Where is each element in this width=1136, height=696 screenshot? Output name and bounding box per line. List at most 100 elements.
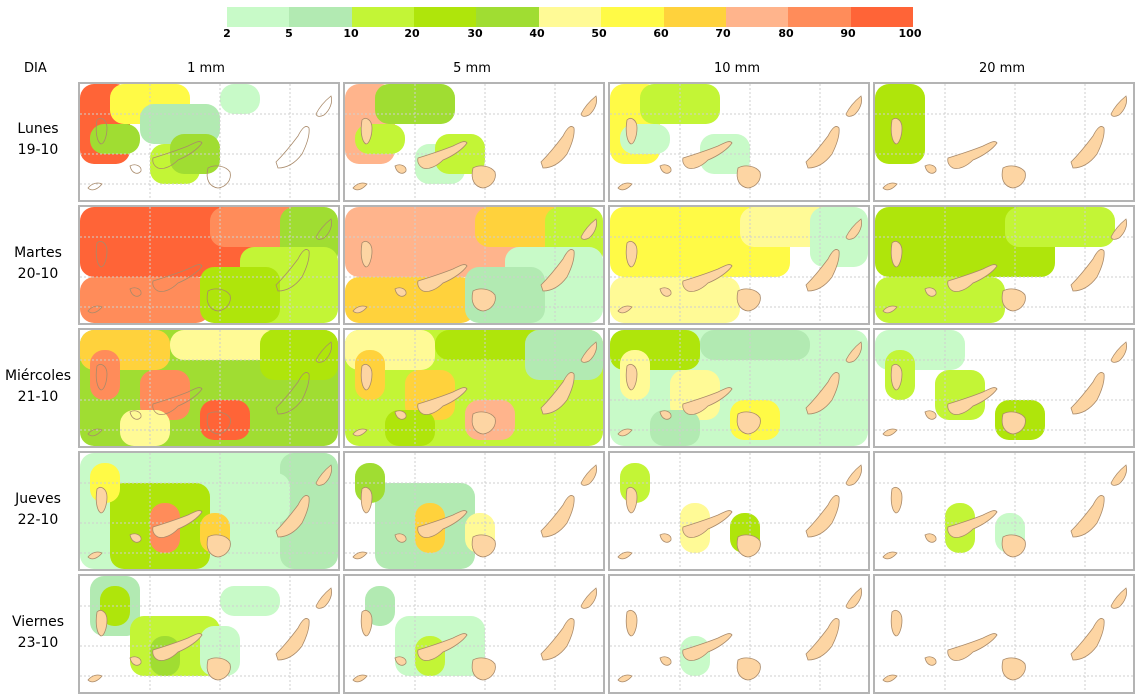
island-gran-canaria	[471, 657, 496, 681]
probability-area	[525, 330, 603, 380]
probability-area	[610, 277, 740, 323]
probability-area	[220, 84, 260, 114]
forecast-map-panel	[343, 574, 605, 694]
island-la-palma	[890, 364, 903, 391]
probability-color-scale	[227, 7, 913, 27]
island-la-palma	[95, 487, 108, 514]
day-name: Martes	[14, 245, 62, 261]
map-svg	[610, 207, 868, 323]
island-la-gomera	[129, 164, 142, 174]
map-svg	[610, 330, 868, 446]
island-fuerteventura	[1070, 372, 1105, 415]
island-tenerife	[152, 264, 203, 292]
island-gran-canaria	[206, 411, 231, 435]
island-el-hierro	[882, 674, 898, 683]
island-lanzarote	[1110, 341, 1127, 363]
island-gran-canaria	[736, 657, 761, 681]
island-la-gomera	[394, 656, 407, 666]
island-la-palma	[890, 487, 903, 514]
island-gran-canaria	[1001, 411, 1026, 435]
island-la-gomera	[129, 533, 142, 543]
island-el-hierro	[617, 674, 633, 683]
island-lanzarote	[315, 95, 332, 117]
map-svg	[80, 207, 338, 323]
forecast-map-panel	[343, 82, 605, 202]
island-lanzarote	[315, 464, 332, 486]
island-la-gomera	[924, 164, 937, 174]
island-lanzarote	[1110, 95, 1127, 117]
island-el-hierro	[617, 428, 633, 437]
island-gran-canaria	[471, 411, 496, 435]
island-lanzarote	[845, 95, 862, 117]
color-scale-swatch	[414, 7, 477, 27]
island-la-palma	[890, 610, 903, 637]
island-tenerife	[682, 141, 733, 169]
row-label-jueves: Jueves 22-10	[0, 489, 76, 531]
island-gran-canaria	[471, 165, 496, 189]
island-gran-canaria	[1001, 165, 1026, 189]
island-fuerteventura	[540, 249, 575, 292]
probability-area	[700, 330, 810, 360]
probability-area	[435, 330, 545, 360]
island-fuerteventura	[805, 126, 840, 169]
island-la-gomera	[394, 533, 407, 543]
island-fuerteventura	[1070, 618, 1105, 661]
probability-area	[120, 410, 170, 446]
forecast-map-panel	[343, 205, 605, 325]
forecast-map-panel	[873, 328, 1135, 448]
forecast-map-panel	[608, 574, 870, 694]
color-scale-tick: 20	[404, 27, 420, 40]
day-name: Viernes	[11, 614, 65, 630]
island-tenerife	[152, 510, 203, 538]
map-svg	[610, 576, 868, 692]
island-fuerteventura	[275, 249, 310, 292]
color-scale-tick: 2	[223, 27, 231, 40]
island-gran-canaria	[736, 288, 761, 312]
color-scale-tick: 40	[529, 27, 545, 40]
probability-area	[700, 134, 750, 174]
color-scale-swatch	[351, 7, 415, 27]
forecast-map-panel	[873, 205, 1135, 325]
forecast-map-panel	[78, 82, 340, 202]
island-gran-canaria	[206, 534, 231, 558]
island-la-gomera	[924, 287, 937, 297]
day-date: 22-10	[17, 512, 59, 528]
color-scale-tick: 90	[840, 27, 856, 40]
island-el-hierro	[882, 551, 898, 560]
column-header-10mm: 10 mm	[713, 61, 760, 76]
map-svg	[80, 453, 338, 569]
island-la-gomera	[394, 164, 407, 174]
island-gran-canaria	[471, 288, 496, 312]
island-la-gomera	[659, 287, 672, 297]
island-tenerife	[417, 141, 468, 169]
day-date: 23-10	[17, 635, 59, 651]
probability-area	[650, 410, 700, 446]
island-la-palma	[890, 118, 903, 145]
island-tenerife	[152, 141, 203, 169]
island-lanzarote	[1110, 464, 1127, 486]
island-la-gomera	[129, 410, 142, 420]
map-svg	[345, 84, 603, 200]
island-lanzarote	[845, 587, 862, 609]
probability-area	[90, 124, 140, 154]
island-el-hierro	[882, 305, 898, 314]
day-name: Lunes	[17, 121, 59, 137]
island-gran-canaria	[1001, 534, 1026, 558]
color-scale-swatch	[476, 7, 539, 27]
island-fuerteventura	[275, 372, 310, 415]
row-label-martes: Martes 20-10	[0, 243, 76, 285]
island-la-palma	[95, 364, 108, 391]
color-scale-swatch	[289, 7, 352, 27]
island-la-palma	[360, 610, 373, 637]
island-fuerteventura	[540, 618, 575, 661]
probability-area	[100, 586, 130, 626]
column-header-20mm: 20 mm	[978, 61, 1025, 76]
island-la-palma	[360, 241, 373, 268]
island-tenerife	[947, 510, 998, 538]
island-tenerife	[417, 387, 468, 415]
probability-area	[345, 277, 475, 323]
map-svg	[80, 84, 338, 200]
map-svg	[875, 207, 1133, 323]
island-la-gomera	[924, 533, 937, 543]
island-gran-canaria	[1001, 657, 1026, 681]
